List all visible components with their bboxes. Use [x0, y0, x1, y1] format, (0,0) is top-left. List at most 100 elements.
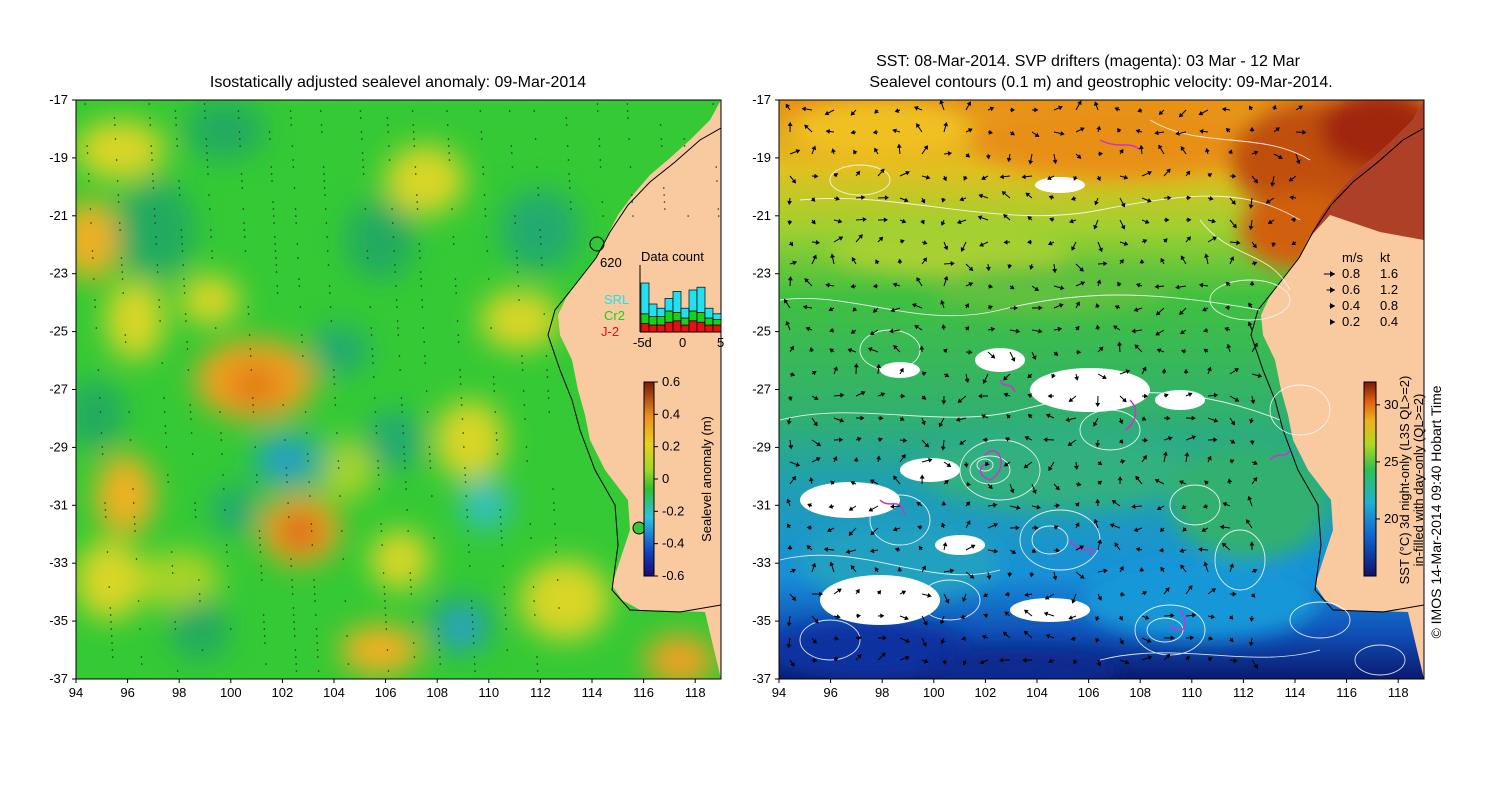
sst-map-title-line1: SST: 08-Mar-2014. SVP drifters (magenta)… [876, 53, 1301, 70]
velocity-legend-header-ms: m/s [1342, 250, 1363, 265]
lat-tick-label: -33 [49, 555, 68, 570]
data-count-bar-segment [681, 318, 689, 325]
lon-tick-label: 94 [772, 685, 786, 700]
lat-tick-label: -25 [49, 324, 68, 339]
tide-gauge-marker-2 [633, 522, 645, 534]
velocity-legend-kt: 1.6 [1380, 266, 1398, 281]
lon-tick-label: 100 [923, 685, 945, 700]
lat-tick-label: -29 [49, 439, 68, 454]
lat-tick-label: -31 [752, 497, 771, 512]
lat-tick-label: -31 [49, 497, 68, 512]
data-count-bar-segment [657, 317, 665, 325]
lon-tick-label: 102 [272, 685, 294, 700]
sst-colorbar-ramp [1364, 382, 1376, 576]
lat-tick-label: -17 [752, 92, 771, 107]
lat-tick-label: -35 [752, 613, 771, 628]
data-count-bar-segment [641, 324, 649, 332]
lon-tick-label: 104 [323, 685, 345, 700]
data-count-bar-segment [649, 304, 657, 317]
lon-tick-label: 96 [120, 685, 134, 700]
colorbar-tick-label: 0.4 [662, 406, 680, 421]
lon-tick-label: 108 [1129, 685, 1151, 700]
data-count-tick-0: -5d [633, 335, 652, 350]
lat-tick-label: -23 [752, 266, 771, 281]
lon-tick-label: 118 [685, 685, 706, 700]
lon-tick-label: 114 [582, 685, 603, 700]
lat-tick-label: -17 [49, 92, 68, 107]
data-count-tick-1: 0 [679, 335, 686, 350]
data-count-bar-segment [641, 314, 649, 324]
sst-map-panel: SST: 08-Mar-2014. SVP drifters (magenta)… [752, 53, 1444, 700]
imos-credit: © IMOS 14-Mar-2014 09:40 Hobart Time [1428, 385, 1444, 638]
lon-tick-label: 112 [1233, 685, 1254, 700]
data-count-bar-segment [681, 325, 689, 332]
lon-tick-label: 114 [1285, 685, 1306, 700]
source-j2-label: J-2 [601, 324, 619, 339]
data-count-bar-segment [689, 290, 697, 311]
lat-tick-label: -29 [752, 439, 771, 454]
lon-tick-label: 100 [220, 685, 242, 700]
lat-tick-label: -21 [49, 208, 68, 223]
data-count-bar-segment [697, 312, 705, 322]
lat-tick-label: -27 [752, 382, 771, 397]
velocity-legend-ms: 0.8 [1342, 266, 1360, 281]
data-count-bar-segment [673, 312, 681, 320]
sst-field [770, 90, 1440, 690]
data-count-bar-segment [673, 321, 681, 332]
lon-tick-label: 102 [975, 685, 997, 700]
data-count-title: Data count [641, 249, 704, 264]
velocity-legend-kt: 0.8 [1380, 298, 1398, 313]
sla-colorbar-ramp [644, 382, 654, 576]
data-count-bar-segment [705, 325, 713, 332]
colorbar-tick-label: -0.2 [662, 503, 684, 518]
data-count-bar-segment [665, 311, 673, 322]
lon-tick-label: 98 [875, 685, 889, 700]
data-count-bar-segment [665, 322, 673, 332]
sst-map-title-line2: Sealevel contours (0.1 m) and geostrophi… [869, 74, 1332, 91]
data-count-bar-segment [697, 287, 705, 312]
lon-tick-label: 116 [1336, 685, 1357, 700]
lon-tick-label: 108 [426, 685, 448, 700]
data-count-bar-segment [689, 311, 697, 321]
sla-map-title: Isostatically adjusted sealevel anomaly:… [210, 74, 586, 91]
lat-tick-label: -33 [752, 555, 771, 570]
velocity-legend-kt: 0.4 [1380, 314, 1398, 329]
lat-tick-label: -19 [49, 150, 68, 165]
lon-tick-label: 118 [1388, 685, 1409, 700]
source-cr2-label: Cr2 [604, 308, 625, 323]
data-count-bar-segment [649, 317, 657, 325]
data-count-bar-segment [657, 308, 665, 316]
data-count-bar-segment [713, 319, 721, 325]
data-count-bar-segment [705, 318, 713, 325]
data-count-bar-segment [705, 308, 713, 318]
sst-colorbar-label-line1: SST (°C) 3d night-only (L3S QL>=2) [1397, 376, 1412, 585]
data-count-bar-segment [697, 322, 705, 332]
data-count-bar-segment [657, 325, 665, 332]
colorbar-tick-label: -0.4 [662, 536, 684, 551]
lon-tick-label: 116 [633, 685, 654, 700]
lat-tick-label: -35 [49, 613, 68, 628]
sla-colorbar-label: Sealevel anomaly (m) [699, 416, 714, 542]
lon-tick-label: 106 [1078, 685, 1100, 700]
lat-tick-label: -37 [49, 671, 68, 686]
data-count-bar-segment [649, 325, 657, 332]
lon-tick-label: 110 [478, 685, 499, 700]
lon-tick-label: 98 [172, 685, 186, 700]
lon-tick-label: 112 [530, 685, 551, 700]
colorbar-tick-label: 0 [662, 471, 669, 486]
colorbar-tick-label: -0.6 [662, 568, 684, 583]
lon-tick-label: 104 [1026, 685, 1048, 700]
lat-tick-label: -25 [752, 324, 771, 339]
velocity-legend-ms: 0.2 [1342, 314, 1360, 329]
velocity-legend-header-kt: kt [1380, 250, 1391, 265]
data-count-bar-segment [665, 298, 673, 311]
lat-tick-label: -37 [752, 671, 771, 686]
data-count-bar-segment [713, 314, 721, 320]
source-srl-label: SRL [604, 292, 629, 307]
data-count-bar-segment [713, 325, 721, 332]
tide-gauge-label: 620 [600, 255, 622, 270]
sla-field [60, 100, 721, 685]
sst-colorbar-label-line2: in-filled with day-only (QL>=2) [1411, 394, 1426, 567]
data-count-bar-segment [681, 308, 689, 318]
